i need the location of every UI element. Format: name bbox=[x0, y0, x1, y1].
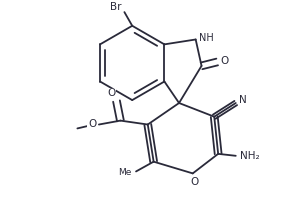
Text: O: O bbox=[191, 177, 199, 187]
Text: Me: Me bbox=[119, 168, 132, 177]
Text: N: N bbox=[239, 95, 247, 105]
Text: O: O bbox=[88, 119, 96, 129]
Text: NH₂: NH₂ bbox=[240, 151, 259, 161]
Text: Br: Br bbox=[110, 2, 121, 12]
Text: O: O bbox=[220, 56, 228, 66]
Text: NH: NH bbox=[199, 33, 214, 42]
Text: O: O bbox=[107, 88, 116, 98]
